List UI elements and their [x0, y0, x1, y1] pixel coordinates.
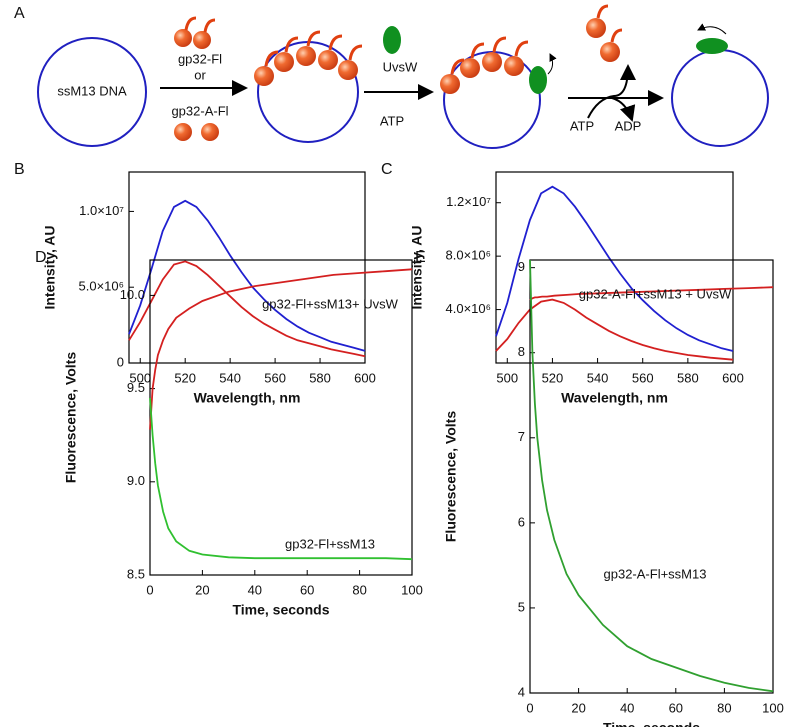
- x-tick-label: 500: [129, 370, 151, 385]
- y-tick-label: 1.2×10⁷: [446, 194, 491, 209]
- x-tick-label: 100: [401, 582, 423, 597]
- x-tick-label: 580: [309, 370, 331, 385]
- protein: [193, 31, 211, 49]
- tail: [596, 4, 623, 43]
- arrow: [697, 23, 727, 35]
- y-tick-label: 7: [518, 429, 525, 444]
- plot-frame: [495, 171, 734, 364]
- series-line: [149, 268, 413, 430]
- y-tick-label: 5.0×10⁶: [79, 279, 124, 294]
- arrow: [547, 53, 557, 75]
- arrow: [587, 64, 636, 119]
- dna-circle: [671, 49, 769, 147]
- plot-frame: [128, 171, 366, 364]
- x-tick-label: 520: [174, 370, 196, 385]
- series-label: gp32-A-Fl+ssM13: [604, 566, 707, 581]
- y-tick-label: 4: [518, 684, 525, 699]
- x-tick-label: 40: [248, 582, 262, 597]
- plot-frame: [529, 259, 774, 694]
- y-tick-label: 9.5: [127, 380, 145, 395]
- diagram: A ssM13 DNA gp32-Fl or gp32-A-Fl UvsW AT…: [14, 4, 769, 149]
- x-axis-title: Wavelength, nm: [561, 390, 668, 406]
- protein: [174, 123, 192, 141]
- tail: [184, 16, 216, 33]
- x-tick-label: 600: [354, 370, 376, 385]
- series-line: [495, 298, 734, 361]
- x-tick-label: 80: [717, 700, 731, 715]
- uvsw: [529, 66, 547, 94]
- protein: [201, 123, 219, 141]
- x-axis-title: Wavelength, nm: [194, 390, 301, 406]
- panel-label: E: [415, 249, 426, 266]
- series-label: gp32-A-Fl+ssM13 + UvsW: [579, 286, 732, 301]
- y-tick-label: 8.0×10⁶: [446, 248, 491, 263]
- series-line: [149, 397, 413, 561]
- y-tick-label: 4.0×10⁶: [446, 301, 491, 316]
- y-tick-label: 9: [518, 259, 525, 274]
- x-tick-label: 560: [632, 370, 654, 385]
- x-tick-label: 80: [352, 582, 366, 597]
- series-line: [529, 286, 774, 301]
- panel-label: C: [381, 161, 393, 178]
- dna-circle: [37, 37, 147, 147]
- series-line: [128, 260, 366, 358]
- diagram-label: ssM13 DNA: [57, 83, 127, 98]
- x-tick-label: 520: [542, 370, 564, 385]
- x-tick-label: 540: [587, 370, 609, 385]
- x-tick-label: 0: [526, 700, 533, 715]
- series-label: gp32-Fl+ssM13+ UvsW: [262, 296, 399, 311]
- uvsw: [383, 26, 401, 54]
- y-tick-label: 0: [117, 354, 124, 369]
- protein: [174, 29, 192, 47]
- x-tick-label: 20: [571, 700, 585, 715]
- x-tick-label: 540: [219, 370, 241, 385]
- diagram-label: UvsW: [383, 59, 418, 74]
- uvsw: [696, 38, 728, 54]
- x-tick-label: 100: [762, 700, 784, 715]
- series-line: [495, 185, 734, 352]
- y-axis-title: Intensity, AU: [42, 225, 58, 309]
- panel-label: A: [14, 5, 25, 22]
- diagram-label: ATP: [380, 113, 404, 128]
- x-tick-label: 20: [195, 582, 209, 597]
- y-axis-title: Fluorescence, Volts: [63, 352, 79, 483]
- diagram-label: or: [194, 67, 206, 82]
- x-axis-title: Time, seconds: [603, 720, 700, 727]
- x-tick-label: 60: [669, 700, 683, 715]
- y-axis-title: Fluorescence, Volts: [443, 411, 459, 542]
- y-tick-label: 10.0: [120, 287, 145, 302]
- series-line: [128, 199, 366, 352]
- y-tick-label: 8.5: [127, 566, 145, 581]
- x-tick-label: 580: [677, 370, 699, 385]
- diagram-label: ATP: [570, 118, 594, 133]
- x-tick-label: 560: [264, 370, 286, 385]
- protein-row: [254, 30, 363, 86]
- diagram-label: gp32-A-Fl: [171, 103, 228, 118]
- diagram-label: gp32-Fl: [178, 51, 222, 66]
- x-tick-label: 500: [496, 370, 518, 385]
- x-tick-label: 40: [620, 700, 634, 715]
- y-tick-label: 5: [518, 599, 525, 614]
- y-tick-label: 6: [518, 514, 525, 529]
- panel-label: D: [35, 249, 47, 266]
- y-tick-label: 8: [518, 344, 525, 359]
- x-axis-title: Time, seconds: [232, 602, 329, 618]
- x-tick-label: 60: [300, 582, 314, 597]
- protein: [600, 42, 620, 62]
- series-line: [529, 259, 774, 693]
- x-tick-label: 600: [722, 370, 744, 385]
- protein-row: [440, 36, 529, 94]
- y-tick-label: 9.0: [127, 473, 145, 488]
- panel-label: B: [14, 161, 25, 178]
- series-label: gp32-Fl+ssM13: [285, 536, 375, 551]
- x-tick-label: 0: [146, 582, 153, 597]
- protein: [586, 18, 606, 38]
- diagram-label: ADP: [615, 118, 642, 133]
- y-axis-title: Intensity, AU: [409, 225, 425, 309]
- y-tick-label: 1.0×10⁷: [79, 203, 124, 218]
- arrow: [611, 97, 636, 122]
